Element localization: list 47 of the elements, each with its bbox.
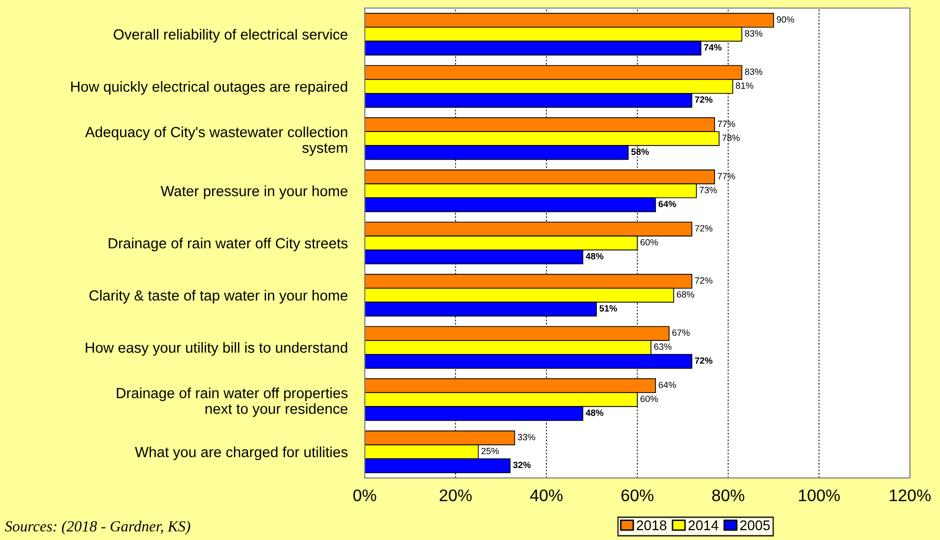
y-tick-label: Drainage of rain water off City streets <box>108 238 348 252</box>
x-tick-label: 20% <box>440 489 472 502</box>
data-label: 74% <box>704 44 722 51</box>
legend-label: 2014 <box>688 520 718 530</box>
y-tick-label: Overall reliability of electrical service <box>114 28 348 43</box>
data-label: 33% <box>518 434 536 440</box>
data-label: 64% <box>658 200 676 208</box>
data-label: 83% <box>744 68 762 75</box>
data-label: 60% <box>640 396 658 402</box>
data-label: 73% <box>700 186 717 194</box>
data-label: 72% <box>695 277 712 284</box>
data-label: 48% <box>586 410 604 416</box>
data-label: 77% <box>718 120 736 128</box>
x-tick-label: 40% <box>530 489 563 502</box>
y-tick-label: What you are charged for utilities <box>134 446 348 460</box>
y-tick-label: How quickly electrical outages are repaired <box>71 81 348 95</box>
data-label: 72% <box>695 96 712 103</box>
data-label: 63% <box>654 343 672 350</box>
data-label: 81% <box>736 82 754 89</box>
source-note: Sources: (2018 - Gardner, KS) <box>4 520 190 535</box>
data-label: 32% <box>513 462 531 468</box>
data-label: 64% <box>658 382 676 388</box>
data-label: 51% <box>599 305 618 312</box>
x-tick-label: 80% <box>712 489 744 502</box>
y-tick-label: Adequacy of City's wastewater collection system <box>85 126 348 156</box>
x-tick-label: 100% <box>799 489 840 502</box>
y-tick-label: Clarity & taste of tap water in your home <box>89 290 348 304</box>
x-tick-label: 120% <box>890 489 931 502</box>
data-label: 90% <box>776 16 794 23</box>
legend-label: 2018 <box>636 520 666 530</box>
data-label: 68% <box>676 291 694 298</box>
x-tick-label: 60% <box>621 489 654 502</box>
legend-label: 2005 <box>740 520 770 530</box>
data-label: 72% <box>695 225 712 232</box>
data-label: 25% <box>482 448 499 454</box>
data-label: 78% <box>722 134 740 142</box>
data-label: 77% <box>718 172 736 180</box>
x-tick-label: 0% <box>353 489 376 502</box>
y-tick-label: Water pressure in your home <box>160 186 348 200</box>
data-label: 67% <box>672 330 690 336</box>
data-label: 58% <box>631 148 649 155</box>
data-label: 60% <box>640 239 658 246</box>
data-label: 48% <box>586 252 604 260</box>
y-tick-label: Drainage of rain water off properties next to your residence <box>116 388 348 417</box>
data-label: 72% <box>695 357 712 364</box>
y-tick-label: How easy your utility bill is to understand <box>86 342 348 356</box>
data-label: 83% <box>744 30 762 37</box>
